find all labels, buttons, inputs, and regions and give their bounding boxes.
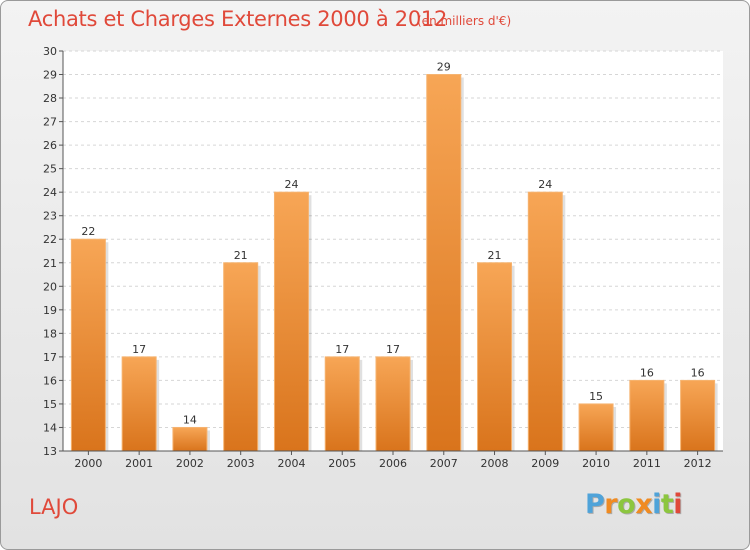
bar [680,379,716,452]
data-label: 17 [386,343,400,356]
y-tick-label: 15 [43,398,57,411]
y-tick-label: 16 [43,374,57,387]
y-tick-label: 29 [43,69,57,82]
y-tick-label: 21 [43,257,57,270]
bar [477,262,513,452]
bar [273,191,309,452]
x-tick-label: 2004 [277,457,305,470]
data-label: 24 [538,178,552,191]
chart-subtitle: (en milliers d'€) [417,14,512,28]
bar [375,356,411,452]
logo-letter: r [604,489,618,520]
x-tick-label: 2001 [125,457,153,470]
x-tick-label: 2008 [481,457,509,470]
data-label: 29 [437,61,451,74]
x-tick-label: 2005 [328,457,356,470]
y-tick-label: 17 [43,351,57,364]
data-label: 15 [589,390,603,403]
x-tick-label: 2007 [430,457,458,470]
x-tick-label: 2009 [531,457,559,470]
bar [578,403,614,452]
x-tick-label: 2000 [74,457,102,470]
data-label: 16 [640,366,654,379]
bar [426,74,462,452]
logo-letter: P [585,489,605,520]
bar [121,356,157,452]
data-label: 17 [335,343,349,356]
y-tick-label: 20 [43,280,57,293]
y-tick-label: 30 [43,45,57,58]
bar [70,238,106,452]
proxiti-logo: Proxiti [585,489,683,520]
data-label: 21 [234,249,248,262]
data-label: 17 [132,343,146,356]
y-tick-label: 14 [43,421,57,434]
y-tick-label: 22 [43,233,57,246]
data-label: 14 [183,413,197,426]
x-tick-label: 2011 [633,457,661,470]
x-tick-label: 2003 [227,457,255,470]
bar [223,262,259,452]
bar [324,356,360,452]
y-tick-label: 13 [43,445,57,458]
logo-letter: t [660,489,674,520]
y-tick-label: 18 [43,327,57,340]
data-label: 22 [81,225,95,238]
y-tick-label: 24 [43,186,57,199]
bar [629,379,665,452]
x-tick-label: 2010 [582,457,610,470]
data-label: 24 [284,178,298,191]
y-tick-label: 19 [43,304,57,317]
bar [527,191,563,452]
bar [172,426,208,452]
x-tick-label: 2006 [379,457,407,470]
logo-letter: i [673,489,683,520]
x-tick-label: 2012 [684,457,712,470]
y-tick-label: 23 [43,210,57,223]
y-tick-label: 26 [43,139,57,152]
logo-letter: i [652,489,661,520]
y-tick-label: 27 [43,116,57,129]
commune-name: LAJO [29,495,79,519]
data-label: 16 [691,366,705,379]
chart-title: Achats et Charges Externes 2000 à 2012 [28,7,448,31]
logo-letter: o [617,489,636,520]
y-tick-label: 28 [43,92,57,105]
data-label: 21 [488,249,502,262]
logo-letter: x [635,489,653,520]
x-tick-label: 2002 [176,457,204,470]
y-tick-label: 25 [43,163,57,176]
